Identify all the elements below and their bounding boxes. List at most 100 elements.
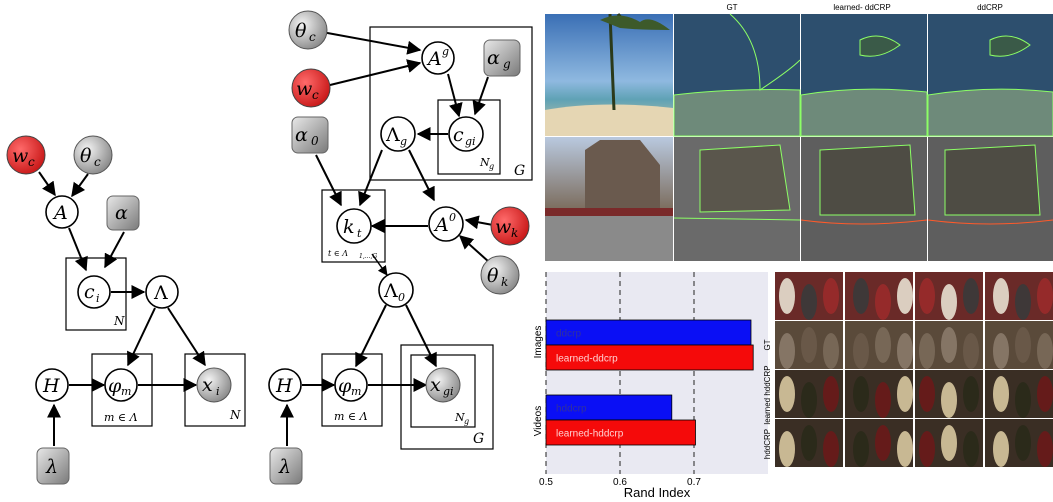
- plate-ng-top: [437, 99, 501, 175]
- svg-text:0: 0: [398, 291, 405, 304]
- node-a-g: [421, 41, 455, 75]
- svg-text:φ: φ: [108, 375, 122, 397]
- bar-label-hddcrp: hddcrp: [556, 404, 587, 415]
- plate-n-ci: [65, 257, 127, 331]
- bar-ddcrp: [545, 319, 752, 346]
- image-row-church: [545, 137, 1053, 261]
- node-lambda-lower: [36, 447, 70, 485]
- svg-text:g: g: [400, 135, 407, 148]
- svg-text:x: x: [430, 374, 441, 396]
- node-lambda-lower-right: [269, 447, 303, 485]
- image-segmentation-grid: GT learned- ddCRP ddCRP: [545, 3, 1053, 261]
- svg-text:Λ: Λ: [383, 280, 398, 302]
- svg-text:t ∈ Λ: t ∈ Λ: [328, 249, 348, 258]
- x-tick-label: 0.5: [539, 477, 553, 488]
- node-alpha: [106, 195, 140, 231]
- row-label-hddcrp: hddCRP: [763, 429, 772, 459]
- bar-label-learned-ddcrp: learned-ddcrp: [556, 354, 618, 365]
- svg-text:gi: gi: [465, 135, 476, 148]
- svg-text:θ: θ: [487, 265, 499, 287]
- graphical-model-left: N m ∈ Λ N w c θ c A α c i Λ H φ m: [6, 135, 246, 485]
- svg-text:c: c: [28, 155, 35, 169]
- svg-text:θ: θ: [295, 20, 307, 42]
- header-gt: GT: [726, 3, 737, 12]
- svg-text:w: w: [495, 216, 511, 238]
- svg-text:N: N: [454, 411, 465, 424]
- node-k-t: [336, 208, 372, 244]
- node-theta-c-right: [288, 10, 328, 50]
- node-lambda-0: [378, 272, 414, 308]
- node-a: [45, 195, 79, 229]
- svg-text:g: g: [464, 417, 469, 426]
- svg-text:w: w: [296, 78, 312, 100]
- svg-text:k: k: [343, 216, 355, 238]
- plate-m-label: m ∈ Λ: [104, 411, 138, 424]
- svg-text:g: g: [489, 162, 494, 171]
- node-alpha-g: [483, 39, 521, 77]
- chart-xlabel: Rand Index: [624, 485, 691, 500]
- svg-text:θ: θ: [80, 145, 92, 167]
- svg-text:k: k: [501, 275, 508, 289]
- node-w-k: [490, 206, 530, 246]
- svg-text:i: i: [216, 385, 220, 398]
- node-theta-k: [480, 255, 520, 295]
- svg-text:Λ: Λ: [153, 282, 168, 304]
- bar-learned-ddcrp: [545, 344, 754, 371]
- node-phi-m-right: [334, 368, 368, 402]
- svg-text:Λ: Λ: [385, 124, 400, 146]
- node-alpha-0: [291, 116, 329, 154]
- svg-text:0: 0: [311, 134, 319, 148]
- svg-text:i: i: [96, 292, 100, 305]
- image-row-beach: [545, 12, 1053, 137]
- svg-text:α: α: [295, 124, 308, 146]
- svg-text:N: N: [479, 156, 490, 169]
- svg-text:m: m: [351, 385, 361, 398]
- node-h: [35, 368, 69, 402]
- svg-text:c: c: [453, 124, 464, 146]
- svg-text:α: α: [115, 202, 128, 224]
- row-label-learned-hddcrp: learned hddCRP: [763, 365, 772, 424]
- plate-n-ci-label: N: [113, 314, 125, 328]
- node-w-c: [6, 135, 46, 175]
- header-learned-ddcrp: learned- ddCRP: [833, 3, 890, 12]
- svg-text:c: c: [312, 88, 319, 102]
- svg-text:λ: λ: [45, 456, 58, 478]
- svg-text:α: α: [487, 47, 500, 69]
- svg-text:A: A: [426, 48, 442, 70]
- node-lambda-g: [380, 116, 416, 152]
- svg-text:λ: λ: [278, 456, 291, 478]
- node-c-i: [77, 275, 111, 309]
- bar-label-ddcrp: ddcrp: [556, 329, 581, 340]
- svg-text:g: g: [442, 45, 449, 58]
- svg-text:A: A: [52, 202, 68, 224]
- svg-text:m: m: [121, 385, 131, 398]
- plate-g-bottom-label: G: [473, 431, 484, 447]
- node-x-i: [196, 367, 232, 403]
- svg-text:k: k: [511, 226, 518, 240]
- row-label-gt: GT: [763, 339, 772, 350]
- x-tick-label: 0.6: [613, 477, 627, 488]
- node-lambda-upper: [145, 275, 179, 309]
- svg-text:1,...,G: 1,...,G: [359, 253, 377, 260]
- bar-hddcrp: [545, 394, 673, 421]
- svg-text:x: x: [202, 374, 213, 396]
- svg-text:φ: φ: [338, 375, 352, 397]
- node-w-c-right: [291, 68, 331, 108]
- group-label-videos: Videos: [533, 406, 544, 436]
- node-a-0: [428, 206, 464, 242]
- rand-index-chart: ddcrp learned-ddcrp hddcrp learned-hddcrp 0…: [533, 272, 768, 500]
- node-x-gi: [425, 367, 461, 403]
- node-c-gi: [448, 116, 484, 152]
- node-theta-c: [73, 135, 113, 175]
- group-label-images: Images: [533, 326, 544, 359]
- bar-label-learned-hddcrp: learned-hddcrp: [556, 429, 624, 440]
- svg-text:gi: gi: [443, 385, 454, 398]
- graphical-model-right: G N g t ∈ Λ 1,...,G m ∈ Λ N g G θ c: [268, 10, 533, 485]
- video-segmentation-grid: GT learned hddCRP hddCRP: [763, 272, 1053, 467]
- bar-learned-hddcrp: [545, 419, 696, 446]
- svg-text:g: g: [503, 57, 511, 71]
- svg-text:m ∈ Λ: m ∈ Λ: [334, 410, 368, 423]
- svg-text:H: H: [42, 375, 60, 397]
- node-phi-m: [104, 368, 138, 402]
- plate-g-bottom: [400, 344, 494, 450]
